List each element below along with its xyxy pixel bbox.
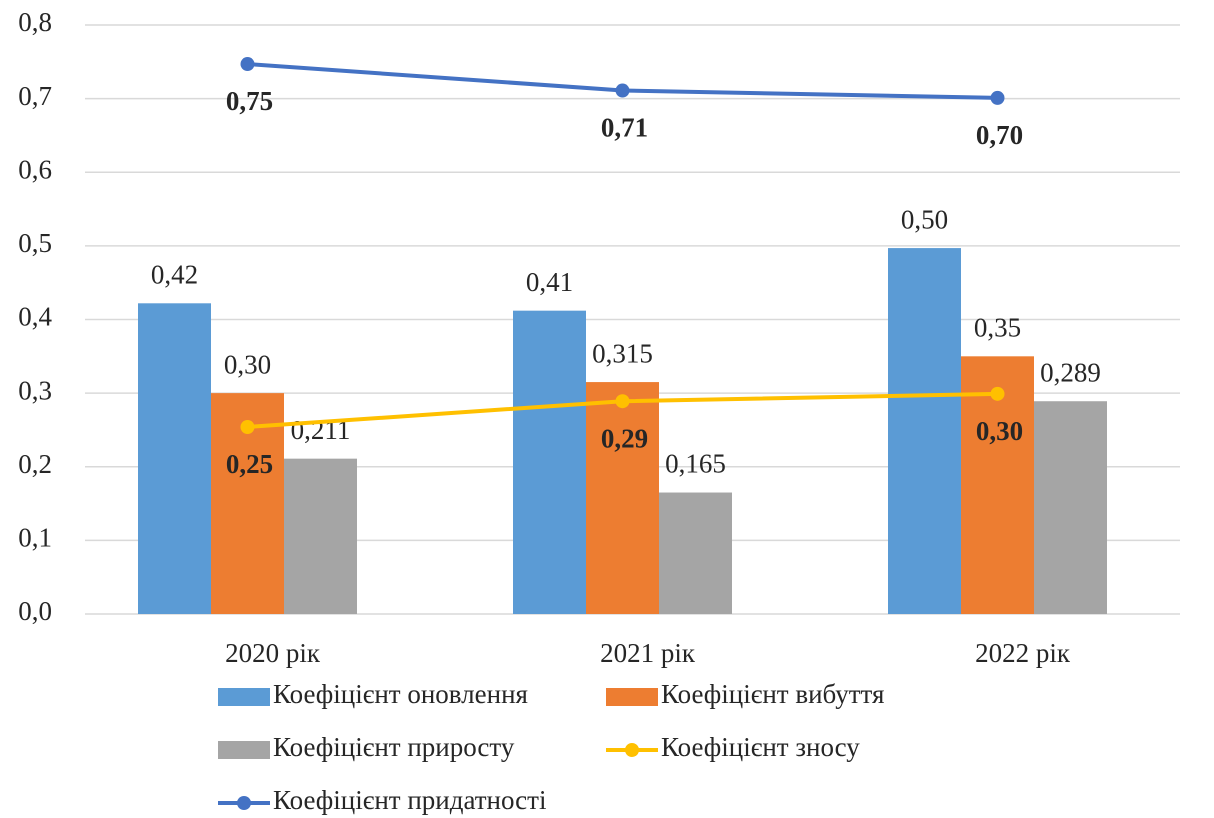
y-tick-label: 0,4 [18,302,52,332]
x-tick-label: 2022 рік [975,638,1071,668]
data-label: 0,50 [901,204,948,234]
bar [513,310,586,614]
y-tick-label: 0,3 [18,375,52,405]
data-label: 0,29 [601,423,648,453]
legend-swatch [218,688,270,706]
legend-label: Коефіцієнт зносу [661,732,860,762]
data-label: 0,30 [224,349,271,379]
bar [138,303,211,614]
data-label: 0,75 [226,86,273,116]
y-tick-label: 0,8 [18,7,52,37]
data-label: 0,70 [976,120,1023,150]
data-label: 0,35 [974,313,1021,343]
y-tick-label: 0,7 [18,81,52,111]
legend-label: Коефіцієнт придатності [273,785,546,815]
data-label: 0,25 [226,449,273,479]
data-label: 0,71 [601,113,648,143]
y-tick-label: 0,0 [18,596,52,626]
y-tick-label: 0,1 [18,523,52,553]
data-label: 0,289 [1040,357,1101,387]
legend-label: Коефіцієнт оновлення [273,679,528,709]
line-point [615,394,630,409]
data-label: 0,165 [665,449,726,479]
legend-swatch [625,743,639,757]
data-label: 0,30 [976,416,1023,446]
legend-swatch [237,796,251,810]
y-tick-label: 0,5 [18,228,52,258]
line-point [240,419,255,434]
y-tick-label: 0,2 [18,449,52,479]
legend-label: Коефіцієнт вибуття [661,679,884,709]
line-point [990,90,1005,105]
x-tick-label: 2020 рік [225,638,321,668]
bar [1034,401,1107,614]
legend-swatch [606,688,658,706]
data-label: 0,41 [526,267,573,297]
bar [659,492,732,614]
line-point [615,83,630,98]
data-label: 0,42 [151,260,198,290]
bar [284,458,357,614]
data-label: 0,315 [592,338,653,368]
bar [888,248,961,615]
line-point [990,386,1005,401]
y-tick-label: 0,6 [18,154,52,184]
line-point [240,57,255,72]
legend-label: Коефіцієнт приросту [273,732,515,762]
x-tick-label: 2021 рік [600,638,696,668]
bar [586,382,659,614]
legend-swatch [218,741,270,759]
